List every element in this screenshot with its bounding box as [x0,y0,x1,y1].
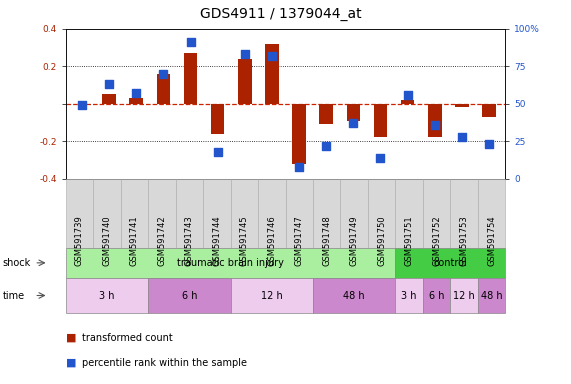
Bar [292,104,306,164]
Text: 48 h: 48 h [481,291,502,301]
Bar [482,104,496,117]
Text: shock: shock [3,258,31,268]
Text: 12 h: 12 h [261,291,283,301]
Text: GSM591745: GSM591745 [240,215,249,266]
Text: GSM591747: GSM591747 [295,215,304,266]
Bar [130,98,143,104]
Bar [347,104,360,121]
Text: GDS4911 / 1379044_at: GDS4911 / 1379044_at [200,7,361,21]
Bar [238,59,252,104]
Bar [102,94,116,104]
Text: GSM591744: GSM591744 [212,215,222,266]
Text: GSM591754: GSM591754 [487,215,496,266]
Point [430,122,439,128]
Text: percentile rank within the sample: percentile rank within the sample [82,358,247,368]
Text: GSM591749: GSM591749 [349,215,359,266]
Bar [211,104,224,134]
Text: ■: ■ [66,333,76,343]
Text: GSM591752: GSM591752 [432,215,441,266]
Point [186,39,195,45]
Text: traumatic brain injury: traumatic brain injury [177,258,284,268]
Text: GSM591746: GSM591746 [267,215,276,266]
Point [104,81,114,87]
Point [240,51,250,57]
Bar [319,104,333,124]
Bar [455,104,469,108]
Point [484,141,493,147]
Text: 48 h: 48 h [343,291,365,301]
Bar [265,44,279,104]
Text: control: control [433,258,467,268]
Text: GSM591750: GSM591750 [377,215,386,266]
Text: GSM591740: GSM591740 [102,215,111,266]
Text: GSM591743: GSM591743 [185,215,194,266]
Bar [156,74,170,104]
Point [349,120,358,126]
Point [321,142,331,149]
Text: GSM591751: GSM591751 [405,215,413,266]
Point [376,154,385,161]
Text: transformed count: transformed count [82,333,172,343]
Point [295,164,304,170]
Point [403,92,412,98]
Text: 6 h: 6 h [182,291,197,301]
Point [213,149,222,155]
Text: GSM591739: GSM591739 [75,215,84,266]
Bar [428,104,441,137]
Point [78,102,87,108]
Point [159,71,168,77]
Text: GSM591742: GSM591742 [158,215,166,266]
Point [457,134,467,140]
Bar [401,100,415,104]
Text: GSM591741: GSM591741 [130,215,139,266]
Point [267,53,276,59]
Bar [373,104,387,137]
Text: 12 h: 12 h [453,291,475,301]
Text: ■: ■ [66,358,76,368]
Text: GSM591753: GSM591753 [460,215,469,266]
Text: time: time [3,291,25,301]
Bar [184,53,198,104]
Text: 6 h: 6 h [429,291,444,301]
Point [132,90,141,96]
Text: 3 h: 3 h [401,291,417,301]
Text: GSM591748: GSM591748 [322,215,331,266]
Text: 3 h: 3 h [99,291,115,301]
